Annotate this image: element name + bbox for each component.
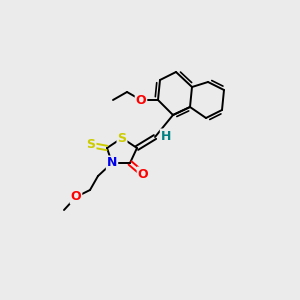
- Text: O: O: [136, 94, 146, 106]
- Text: O: O: [138, 167, 148, 181]
- Text: S: S: [86, 139, 95, 152]
- Text: N: N: [107, 157, 117, 169]
- Text: O: O: [71, 190, 81, 203]
- Text: S: S: [118, 131, 127, 145]
- Text: H: H: [161, 130, 171, 142]
